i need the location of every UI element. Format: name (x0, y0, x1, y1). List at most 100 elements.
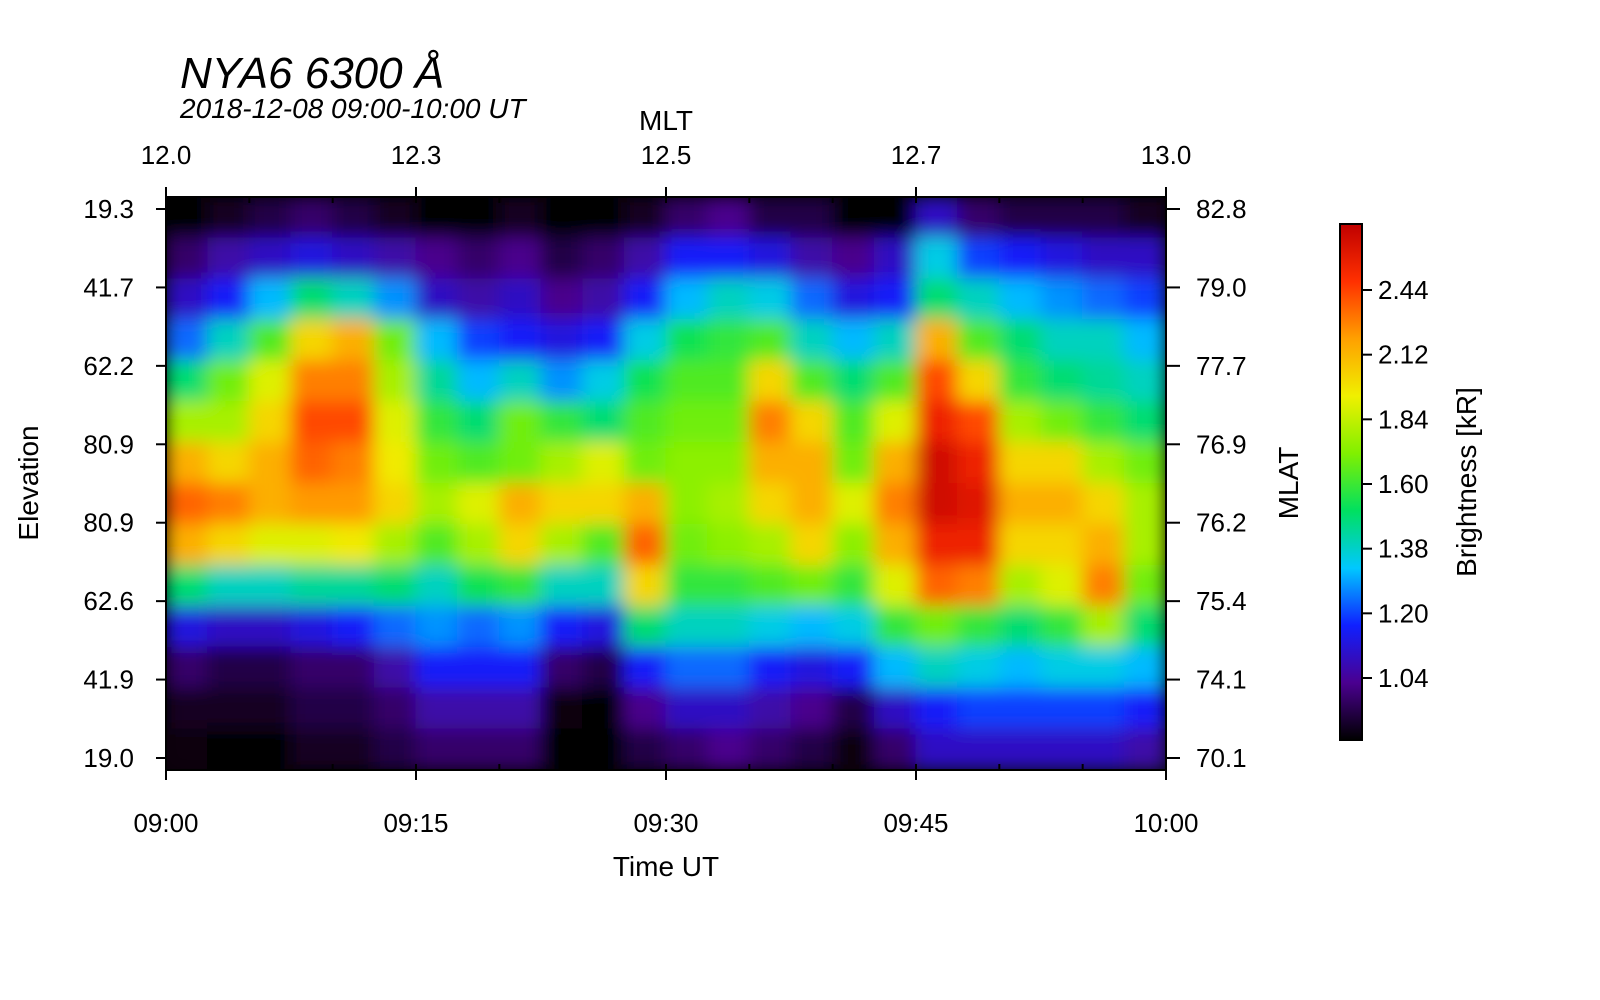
heatmap-cell (957, 401, 1000, 444)
heatmap-cell (332, 728, 375, 770)
heatmap-cell (1123, 197, 1166, 239)
left-tick-label: 80.9 (83, 508, 134, 538)
heatmap-cell (457, 605, 500, 648)
heatmap-cell (457, 197, 500, 239)
heatmap-cell (248, 319, 292, 362)
heatmap-cell (498, 319, 542, 362)
heatmap-cell (248, 401, 292, 444)
heatmap-cell (332, 401, 375, 444)
heatmap-cell (1123, 687, 1166, 730)
heatmap-cell (166, 564, 209, 607)
heatmap-cell (540, 605, 584, 648)
heatmap-cell (290, 237, 334, 280)
heatmap-cell (957, 483, 1000, 525)
heatmap-cell (290, 442, 334, 484)
heatmap-cell (1082, 687, 1125, 730)
heatmap-cell (415, 278, 459, 321)
heatmap-cell (623, 442, 667, 484)
heatmap-cell (1040, 646, 1084, 689)
heatmap-cell (373, 605, 417, 648)
heatmap-cell (415, 319, 459, 362)
heatmap-cell (415, 687, 459, 730)
heatmap-cell (373, 442, 417, 484)
heatmap-cell (332, 564, 375, 607)
heatmap-cell (1040, 605, 1084, 648)
heatmap-cell (1123, 605, 1166, 648)
heatmap-cell (790, 442, 834, 484)
top-tick-label: 12.3 (391, 140, 442, 170)
heatmap-cell (873, 360, 917, 403)
heatmap-cell (415, 237, 459, 280)
top-tick-label: 12.5 (641, 140, 692, 170)
heatmap-cell (248, 687, 292, 730)
heatmap-cell (957, 278, 1000, 321)
heatmap-cell (1123, 523, 1166, 566)
heatmap-cell (498, 646, 542, 689)
heatmap-cell (332, 523, 375, 566)
heatmap-cell (207, 278, 250, 321)
heatmap-cell (166, 728, 209, 770)
colorbar-label: Brightness [kR] (1451, 387, 1482, 577)
right-tick-label: 75.4 (1196, 586, 1247, 616)
heatmap-cell (332, 646, 375, 689)
heatmap-cell (790, 237, 834, 280)
heatmap-cell (665, 197, 709, 239)
colorbar-tick-label: 1.60 (1378, 469, 1429, 499)
heatmap-cell (332, 360, 375, 403)
heatmap-cell (957, 687, 1000, 730)
heatmap-cell (623, 483, 667, 525)
heatmap-cell (373, 483, 417, 525)
heatmap-cell (832, 728, 875, 770)
heatmap-cell (707, 360, 750, 403)
heatmap-cell (1040, 237, 1084, 280)
heatmap-cell (373, 319, 417, 362)
heatmap-cell (665, 319, 709, 362)
heatmap-cell (707, 319, 750, 362)
heatmap-cell (1082, 523, 1125, 566)
bottom-axis-ticks: 09:00 09:15 09:30 09:45 10:00 (133, 197, 1199, 838)
heatmap-cell (1123, 483, 1166, 525)
heatmap-cell (332, 442, 375, 484)
heatmap-cell (1123, 360, 1166, 403)
heatmap-cell (998, 728, 1042, 770)
heatmap-cell (915, 483, 959, 525)
heatmap-cell (582, 483, 625, 525)
top-tick-label: 13.0 (1141, 140, 1192, 170)
heatmap-cell (832, 483, 875, 525)
heatmap-cell (915, 646, 959, 689)
heatmap-cell (748, 401, 792, 444)
heatmap-cell (373, 237, 417, 280)
heatmap-cell (665, 278, 709, 321)
heatmap-cell (665, 360, 709, 403)
heatmap-cell (1123, 401, 1166, 444)
heatmap-cell (790, 319, 834, 362)
heatmap-cell (457, 401, 500, 444)
heatmap-cell (707, 728, 750, 770)
colorbar-tick-label: 2.12 (1378, 340, 1429, 370)
heatmap-cell (332, 687, 375, 730)
heatmap-cell (623, 401, 667, 444)
heatmap-cell (207, 483, 250, 525)
left-tick-label: 41.7 (83, 272, 134, 302)
heatmap-cell (1040, 564, 1084, 607)
heatmap-cell (873, 646, 917, 689)
colorbar-tick-label: 1.04 (1378, 663, 1429, 693)
x-axis-label: Time UT (613, 851, 719, 882)
heatmap-cell (166, 360, 209, 403)
heatmap-cell (873, 442, 917, 484)
heatmap-cell (248, 605, 292, 648)
heatmap-cell (665, 483, 709, 525)
heatmap-cell (207, 237, 250, 280)
heatmap-cell (290, 605, 334, 648)
heatmap-cell (998, 442, 1042, 484)
heatmap-cell (166, 401, 209, 444)
heatmap-cell (623, 237, 667, 280)
heatmap-cell (290, 564, 334, 607)
heatmap-cell (748, 728, 792, 770)
heatmap-cell (415, 483, 459, 525)
heatmap-cell (166, 319, 209, 362)
heatmap-cell (373, 646, 417, 689)
heatmap-cell (1082, 442, 1125, 484)
heatmap-cell (415, 523, 459, 566)
